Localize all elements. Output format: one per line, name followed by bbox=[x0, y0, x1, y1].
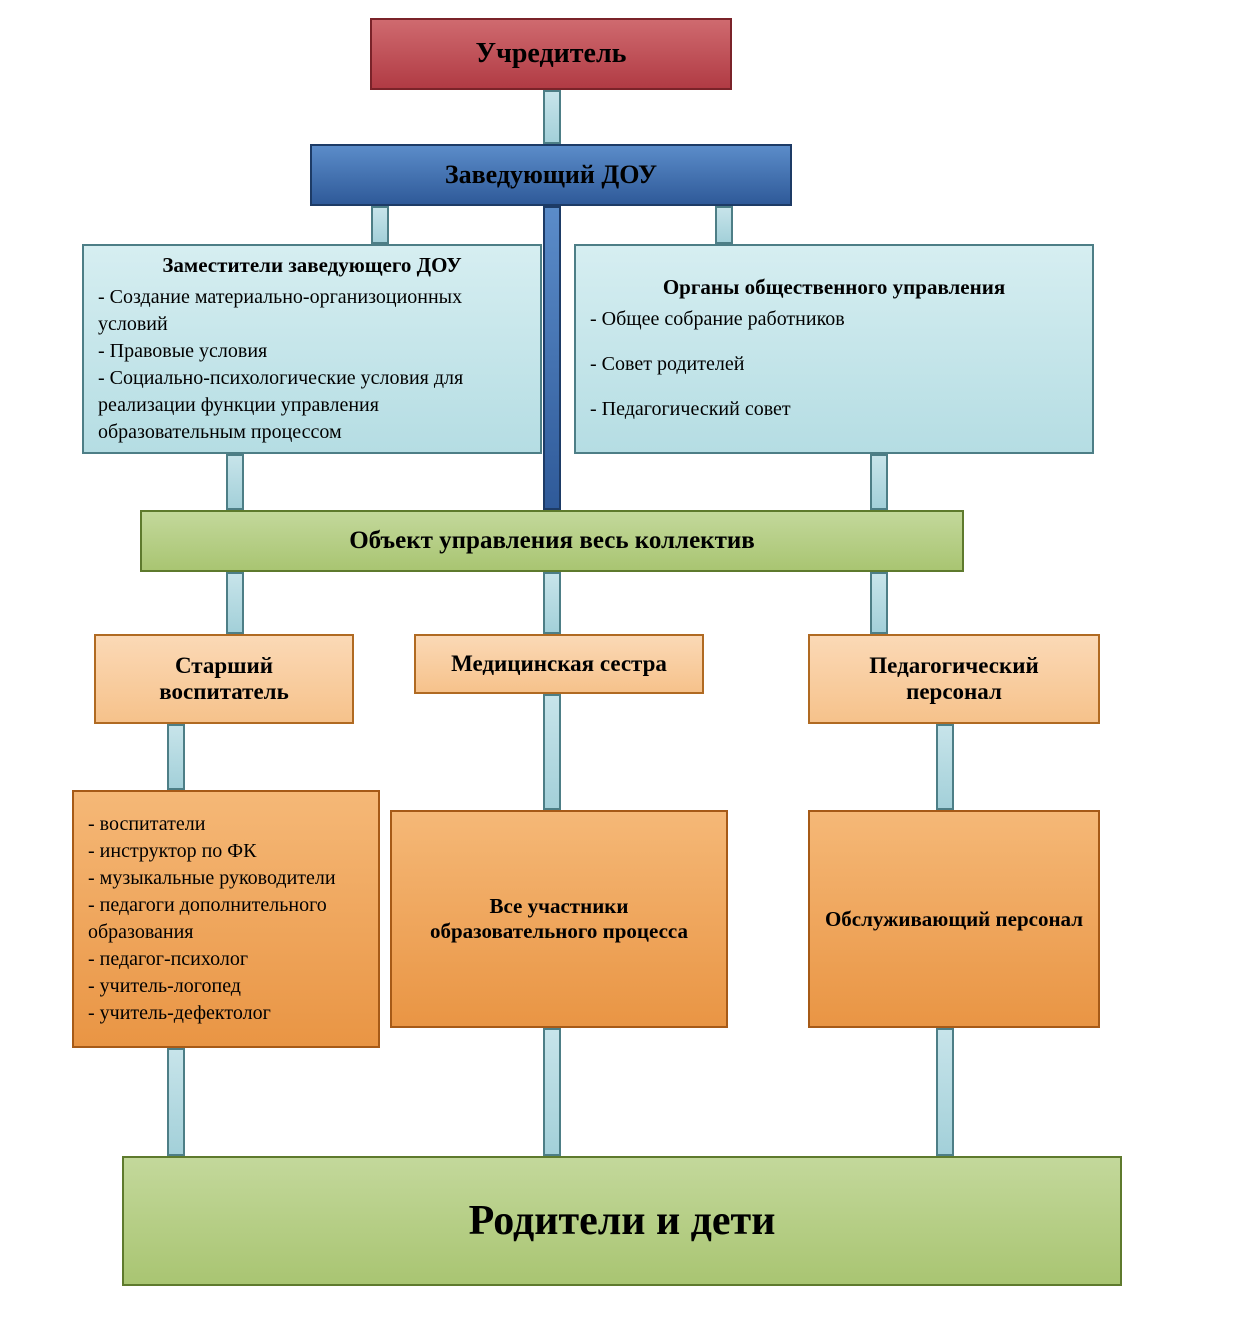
node-title: Обслуживающий персонал bbox=[824, 907, 1084, 932]
node-object: Объект управления весь коллектив bbox=[140, 510, 964, 572]
connector bbox=[936, 1028, 954, 1156]
node-list: - Общее собрание работников - Совет родит… bbox=[590, 306, 1078, 423]
node-educators_list: - воспитатели- инструктор по ФК- музыкал… bbox=[72, 790, 380, 1048]
node-list-item: - учитель-логопед bbox=[88, 973, 364, 1000]
connector bbox=[715, 206, 733, 244]
connector bbox=[543, 694, 561, 810]
connector bbox=[543, 90, 561, 144]
node-director: Заведующий ДОУ bbox=[310, 144, 792, 206]
node-list: - Создание материально-организоционных у… bbox=[98, 284, 526, 446]
node-title: Учредитель bbox=[386, 38, 716, 70]
node-list-item: - учитель-дефектолог bbox=[88, 1000, 364, 1027]
node-title: Заведующий ДОУ bbox=[326, 160, 776, 190]
node-title: Педагогический персонал bbox=[824, 653, 1084, 705]
node-all_participants: Все участники образовательного процесса bbox=[390, 810, 728, 1028]
node-list-item: - Создание материально-организоционных у… bbox=[98, 284, 526, 338]
node-list: - воспитатели- инструктор по ФК- музыкал… bbox=[88, 811, 364, 1027]
connector bbox=[167, 1048, 185, 1156]
node-deputies: Заместители заведующего ДОУ - Создание ма… bbox=[82, 244, 542, 454]
node-parents: Родители и дети bbox=[122, 1156, 1122, 1286]
node-public_bodies: Органы общественного управления - Общее с… bbox=[574, 244, 1094, 454]
node-title: Все участники образовательного процесса bbox=[406, 894, 712, 944]
node-list-item: - педагоги дополнительного образования bbox=[88, 892, 364, 946]
connector bbox=[226, 454, 244, 510]
node-list-item: - Совет родителей bbox=[590, 351, 1078, 378]
node-nurse: Медицинская сестра bbox=[414, 634, 704, 694]
node-list-item: - Общее собрание работников bbox=[590, 306, 1078, 333]
connector bbox=[167, 724, 185, 790]
node-title: Органы общественного управления bbox=[590, 275, 1078, 300]
node-title: Медицинская сестра bbox=[430, 651, 688, 677]
node-title: Объект управления весь коллектив bbox=[156, 527, 948, 555]
connector bbox=[226, 572, 244, 634]
node-founder: Учредитель bbox=[370, 18, 732, 90]
node-title: Родители и дети bbox=[138, 1197, 1106, 1245]
node-title: Заместители заведующего ДОУ bbox=[98, 253, 526, 278]
connector bbox=[543, 206, 561, 510]
node-list-item: - инструктор по ФК bbox=[88, 838, 364, 865]
node-list-item: - воспитатели bbox=[88, 811, 364, 838]
node-list-item: - музыкальные руководители bbox=[88, 865, 364, 892]
node-list-item: - Правовые условия bbox=[98, 338, 526, 365]
node-senior_educator: Старший воспитатель bbox=[94, 634, 354, 724]
node-list-item: - Социально-психологические условия для … bbox=[98, 365, 526, 446]
connector bbox=[936, 724, 954, 810]
node-ped_staff: Педагогический персонал bbox=[808, 634, 1100, 724]
connector bbox=[543, 572, 561, 634]
node-service_staff: Обслуживающий персонал bbox=[808, 810, 1100, 1028]
connector bbox=[543, 1028, 561, 1156]
node-list-item: - Педагогический совет bbox=[590, 396, 1078, 423]
connector bbox=[870, 454, 888, 510]
node-list-item: - педагог-психолог bbox=[88, 946, 364, 973]
connector bbox=[371, 206, 389, 244]
connector bbox=[870, 572, 888, 634]
node-title: Старший воспитатель bbox=[110, 653, 338, 705]
